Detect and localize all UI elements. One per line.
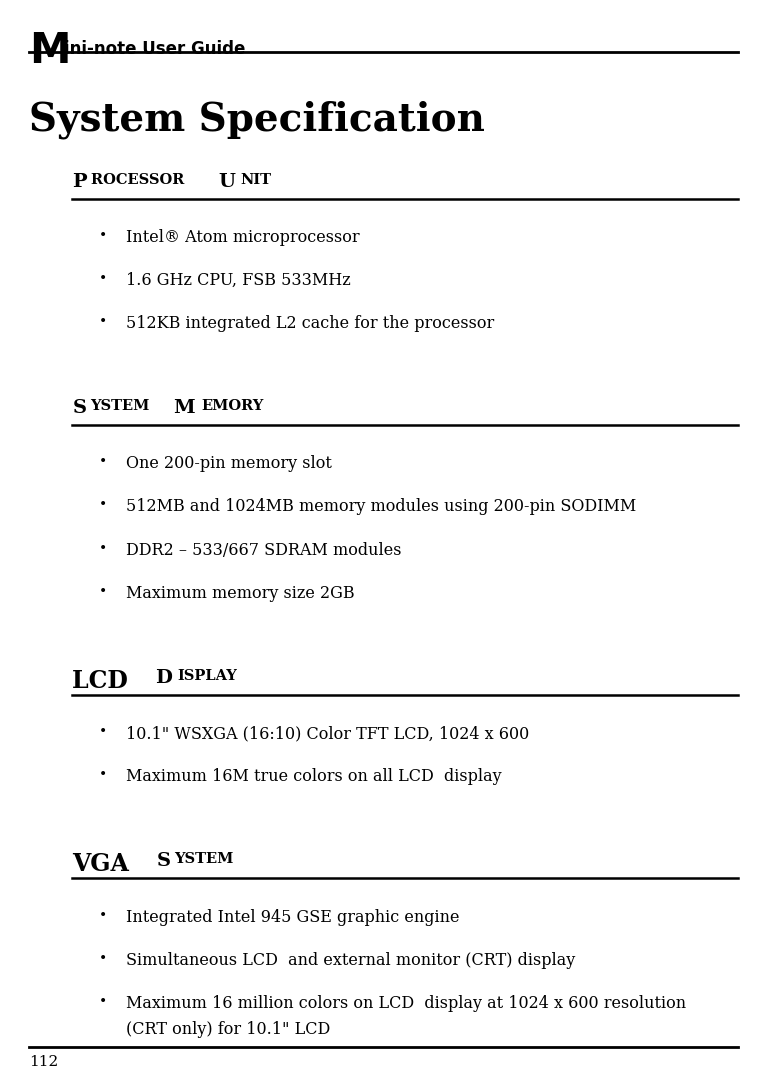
Text: ini-note User Guide: ini-note User Guide xyxy=(64,40,245,58)
Text: 512MB and 1024MB memory modules using 200-pin SODIMM: 512MB and 1024MB memory modules using 20… xyxy=(126,498,635,516)
Text: M: M xyxy=(29,30,71,72)
Text: ROCESSOR: ROCESSOR xyxy=(91,173,189,187)
Text: Maximum 16 million colors on LCD  display at 1024 x 600 resolution: Maximum 16 million colors on LCD display… xyxy=(126,995,686,1012)
Text: •: • xyxy=(99,768,107,782)
Text: S: S xyxy=(156,852,170,871)
Text: •: • xyxy=(99,455,107,469)
Text: LCD: LCD xyxy=(72,669,136,693)
Text: D: D xyxy=(155,669,172,687)
Text: •: • xyxy=(99,585,107,599)
Text: One 200-pin memory slot: One 200-pin memory slot xyxy=(126,455,332,473)
Text: M: M xyxy=(174,399,196,418)
Text: •: • xyxy=(99,995,107,1009)
Text: 1.6 GHz CPU, FSB 533MHz: 1.6 GHz CPU, FSB 533MHz xyxy=(126,272,350,289)
Text: System Specification: System Specification xyxy=(29,100,485,139)
Text: U: U xyxy=(218,173,235,191)
Text: YSTEM: YSTEM xyxy=(91,399,154,413)
Text: NIT: NIT xyxy=(240,173,271,187)
Text: S: S xyxy=(72,399,86,418)
Text: (CRT only) for 10.1" LCD: (CRT only) for 10.1" LCD xyxy=(126,1021,330,1038)
Text: •: • xyxy=(99,229,107,243)
Text: •: • xyxy=(99,542,107,556)
Text: DDR2 – 533/667 SDRAM modules: DDR2 – 533/667 SDRAM modules xyxy=(126,542,401,559)
Text: P: P xyxy=(72,173,87,191)
Text: YSTEM: YSTEM xyxy=(174,852,234,866)
Text: •: • xyxy=(99,315,107,329)
Text: EMORY: EMORY xyxy=(202,399,264,413)
Text: ISPLAY: ISPLAY xyxy=(177,669,237,683)
Text: Maximum 16M true colors on all LCD  display: Maximum 16M true colors on all LCD displ… xyxy=(126,768,501,786)
Text: Intel® Atom microprocessor: Intel® Atom microprocessor xyxy=(126,229,359,246)
Text: Simultaneous LCD  and external monitor (CRT) display: Simultaneous LCD and external monitor (C… xyxy=(126,952,575,969)
Text: VGA: VGA xyxy=(72,852,138,876)
Text: Integrated Intel 945 GSE graphic engine: Integrated Intel 945 GSE graphic engine xyxy=(126,909,459,926)
Text: •: • xyxy=(99,498,107,513)
Text: •: • xyxy=(99,952,107,966)
Text: •: • xyxy=(99,909,107,923)
Text: •: • xyxy=(99,725,107,739)
Text: •: • xyxy=(99,272,107,286)
Text: 512KB integrated L2 cache for the processor: 512KB integrated L2 cache for the proces… xyxy=(126,315,494,332)
Text: 112: 112 xyxy=(29,1055,58,1069)
Text: Maximum memory size 2GB: Maximum memory size 2GB xyxy=(126,585,354,602)
Text: 10.1" WSXGA (16:10) Color TFT LCD, 1024 x 600: 10.1" WSXGA (16:10) Color TFT LCD, 1024 … xyxy=(126,725,529,742)
